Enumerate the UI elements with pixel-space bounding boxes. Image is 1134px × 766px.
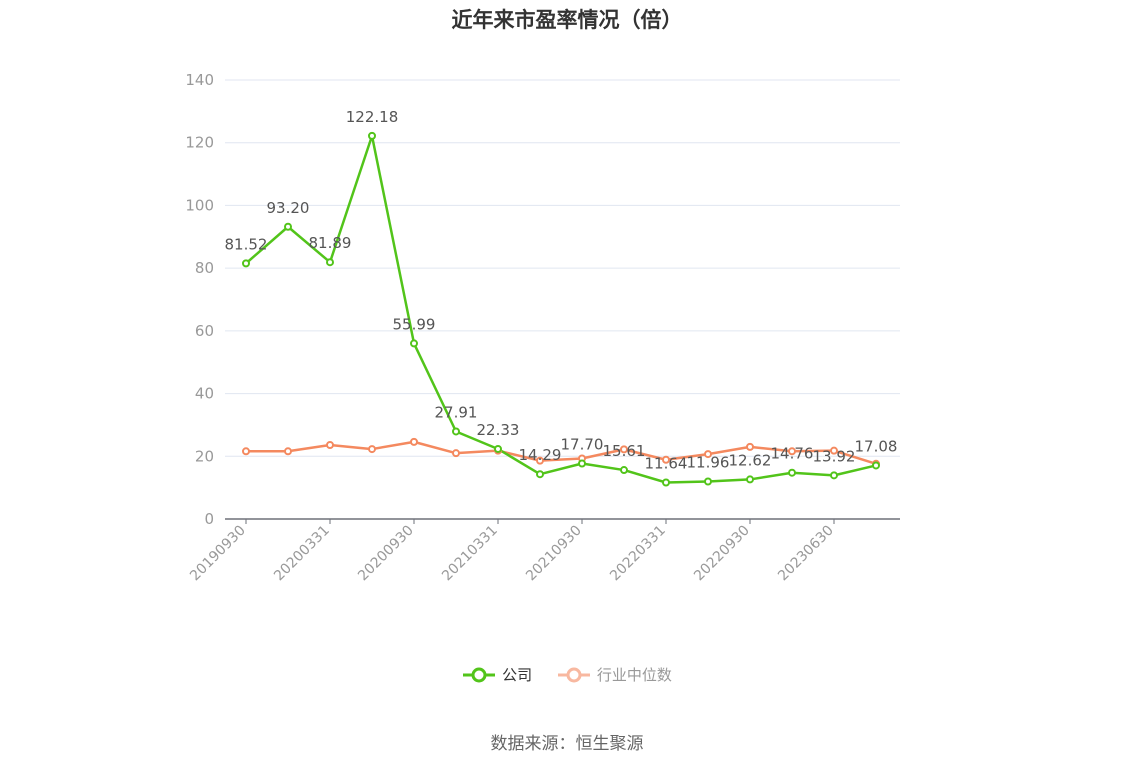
data-point-company — [620, 466, 628, 475]
series-line-industry — [246, 440, 877, 466]
x-axis: 20190930 20200331 20200930 20210331 20210930… — [187, 518, 900, 585]
data-point-company — [410, 339, 418, 348]
data-point-company — [662, 478, 670, 487]
data-point-company — [284, 222, 292, 231]
y-tick-label-140: 140 — [185, 71, 214, 89]
data-point-industry — [788, 447, 796, 456]
x-tick-label: 20230630 — [775, 523, 837, 585]
data-label-company: 81.89 — [309, 234, 352, 252]
y-tick-label-20: 20 — [195, 447, 214, 465]
data-label-company: 81.52 — [225, 235, 268, 253]
x-tick-label: 20200930 — [355, 523, 417, 585]
legend-company-label: 公司 — [502, 666, 533, 684]
y-tick-label-120: 120 — [185, 134, 214, 152]
data-point-industry — [536, 456, 544, 465]
chart-legend: 公司 行业中位数 — [0, 664, 1134, 687]
data-point-industry — [326, 440, 334, 449]
data-point-company — [326, 258, 334, 267]
data-label-company: 17.70 — [561, 435, 604, 453]
data-source: 数据来源：恒生聚源 — [490, 734, 644, 754]
data-point-company — [536, 470, 544, 479]
data-point-company — [830, 471, 838, 480]
y-tick-label-0: 0 — [204, 510, 214, 528]
legend-company-marker — [463, 667, 496, 682]
data-point-industry — [662, 455, 670, 464]
legend-item-industry[interactable]: 行业中位数 — [557, 664, 672, 685]
data-label-company: 14.76 — [771, 445, 814, 463]
legend-industry-label: 行业中位数 — [596, 666, 672, 684]
x-tick-label: 20190930 — [187, 523, 249, 585]
data-label-company: 14.29 — [519, 446, 562, 464]
legend-industry-marker — [557, 667, 590, 682]
series-line-company — [245, 134, 877, 484]
data-point-company — [872, 461, 880, 470]
y-tick-label-60: 60 — [195, 322, 214, 340]
data-point-company — [368, 131, 376, 140]
y-axis-labels: 0 20 40 60 80 100 120 140 — [185, 71, 214, 528]
data-label-company: 27.91 — [435, 403, 478, 421]
legend-item-company[interactable]: 公司 — [462, 664, 532, 685]
data-label-company: 93.20 — [267, 199, 310, 217]
series-lines — [245, 134, 877, 484]
data-point-industry — [830, 446, 838, 455]
data-point-company — [746, 475, 754, 484]
x-tick-label: 20220331 — [607, 523, 669, 585]
y-tick-label-40: 40 — [195, 385, 214, 403]
y-tick-label-80: 80 — [195, 259, 214, 277]
data-point-industry — [746, 442, 754, 451]
data-label-company: 15.61 — [603, 442, 646, 460]
data-label-company: 17.08 — [855, 437, 898, 455]
data-label-company: 11.64 — [645, 455, 688, 473]
data-label-company: 12.62 — [729, 451, 772, 469]
data-point-company — [452, 427, 460, 436]
x-tick-label: 20220930 — [691, 523, 753, 585]
data-point-industry — [284, 447, 292, 456]
data-point-company — [788, 468, 796, 477]
data-label-company: 11.96 — [687, 453, 730, 471]
x-tick-label: 20210930 — [523, 523, 585, 585]
data-point-company — [578, 459, 586, 468]
chart-title: 近年来市盈率情况（倍） — [451, 8, 683, 32]
data-label-company: 22.33 — [477, 421, 520, 439]
data-point-industry — [410, 437, 418, 446]
data-label-company: 13.92 — [813, 447, 856, 465]
data-point-industry — [242, 447, 250, 456]
data-point-company — [242, 259, 250, 268]
x-tick-label: 20200331 — [271, 523, 333, 585]
y-tick-label-100: 100 — [185, 196, 214, 214]
data-point-company — [494, 444, 502, 453]
data-label-company: 55.99 — [393, 315, 436, 333]
x-tick-label: 20210331 — [439, 523, 501, 585]
data-label-company: 122.18 — [346, 108, 399, 126]
grid-lines — [225, 79, 900, 457]
data-point-industry — [620, 445, 628, 454]
data-point-industry — [704, 450, 712, 459]
data-point-industry — [452, 449, 460, 458]
series-points — [242, 131, 880, 487]
data-point-company — [704, 477, 712, 486]
data-point-industry — [368, 445, 376, 454]
